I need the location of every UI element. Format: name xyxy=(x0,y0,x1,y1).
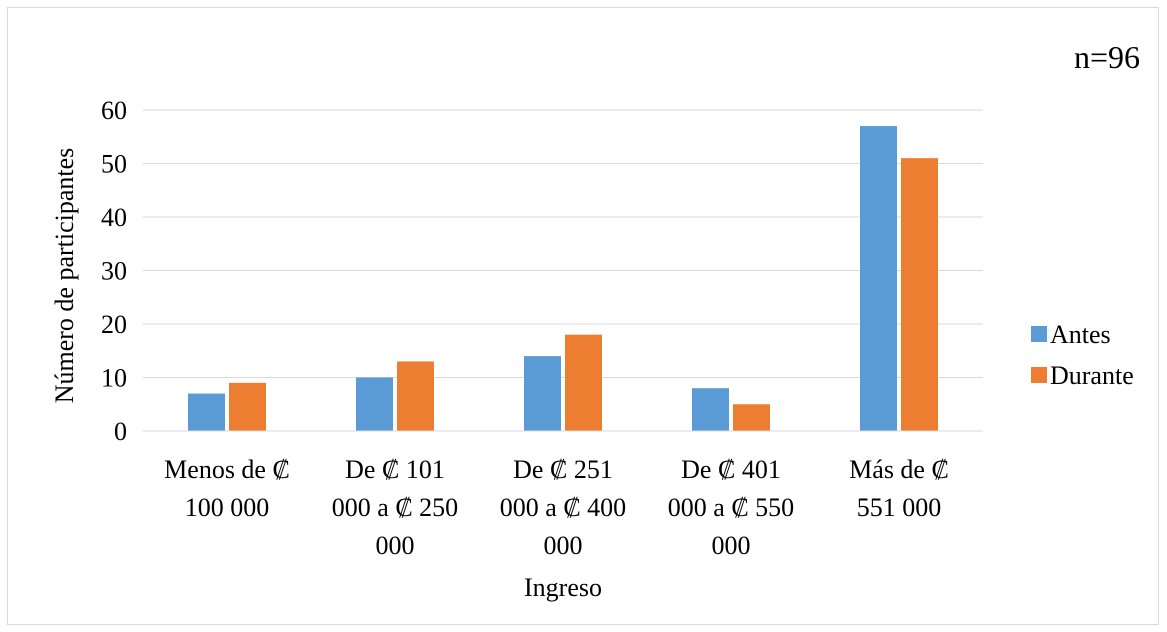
x-category-label-line: 100 000 xyxy=(185,493,270,522)
bar-durante-2 xyxy=(397,361,434,431)
x-category-label-line: 000 xyxy=(376,531,415,560)
y-tick-label: 0 xyxy=(114,417,127,446)
x-category-label-line: Menos de ₡ xyxy=(164,455,290,484)
x-category-label-line: 000 a ₡ 250 xyxy=(332,493,458,522)
y-axis-title: Número de participantes xyxy=(50,148,79,404)
bar-antes-3 xyxy=(524,356,561,431)
bar-antes-4 xyxy=(692,388,729,431)
bars xyxy=(188,126,938,432)
bar-durante-1 xyxy=(229,382,266,431)
x-category-label-line: 000 a ₡ 400 xyxy=(500,493,626,522)
y-tick-label: 30 xyxy=(101,257,127,286)
legend-swatch-durante xyxy=(1031,367,1047,383)
legend-swatch-antes xyxy=(1031,326,1047,342)
y-tick-label: 10 xyxy=(101,364,127,393)
y-tick-label: 50 xyxy=(101,150,127,179)
legend-label-durante: Durante xyxy=(1050,361,1134,390)
legend-label-antes: Antes xyxy=(1050,320,1111,349)
gridlines xyxy=(143,109,983,378)
x-category-label-line: De ₡ 251 xyxy=(513,455,613,484)
x-category-label-line: 000 a ₡ 550 xyxy=(668,493,794,522)
sample-size-label: n=96 xyxy=(1074,39,1140,75)
x-category-label: De ₡ 401 000 a ₡ 550 000 xyxy=(668,455,794,560)
y-tick-label: 20 xyxy=(101,310,127,339)
x-category-label-line: 551 000 xyxy=(857,493,942,522)
x-category-label: Menos de ₡ 100 000 xyxy=(164,455,290,522)
bar-durante-5 xyxy=(901,158,938,431)
x-category-label-line: Más de ₡ xyxy=(849,455,949,484)
x-category-label-line: 000 xyxy=(712,531,751,560)
x-category-label-line: De ₡ 401 xyxy=(681,455,781,484)
y-tick-label: 60 xyxy=(101,96,127,125)
y-tick-label: 40 xyxy=(101,203,127,232)
x-category-label: Más de ₡ 551 000 xyxy=(849,455,949,522)
bar-antes-1 xyxy=(188,393,225,431)
x-category-label-line: 000 xyxy=(544,531,583,560)
bar-antes-2 xyxy=(356,377,393,431)
x-axis-title: Ingreso xyxy=(524,573,602,602)
x-category-label: De ₡ 251 000 a ₡ 400 000 xyxy=(500,455,626,560)
bar-antes-5 xyxy=(860,126,897,432)
bar-durante-3 xyxy=(565,334,602,431)
x-category-label: De ₡ 101 000 a ₡ 250 000 xyxy=(332,455,458,560)
bar-durante-4 xyxy=(733,404,770,431)
y-axis-ticks: 0 10 20 30 40 50 60 xyxy=(101,96,127,446)
x-category-label-line: De ₡ 101 xyxy=(345,455,445,484)
legend: Antes Durante xyxy=(1031,320,1134,390)
